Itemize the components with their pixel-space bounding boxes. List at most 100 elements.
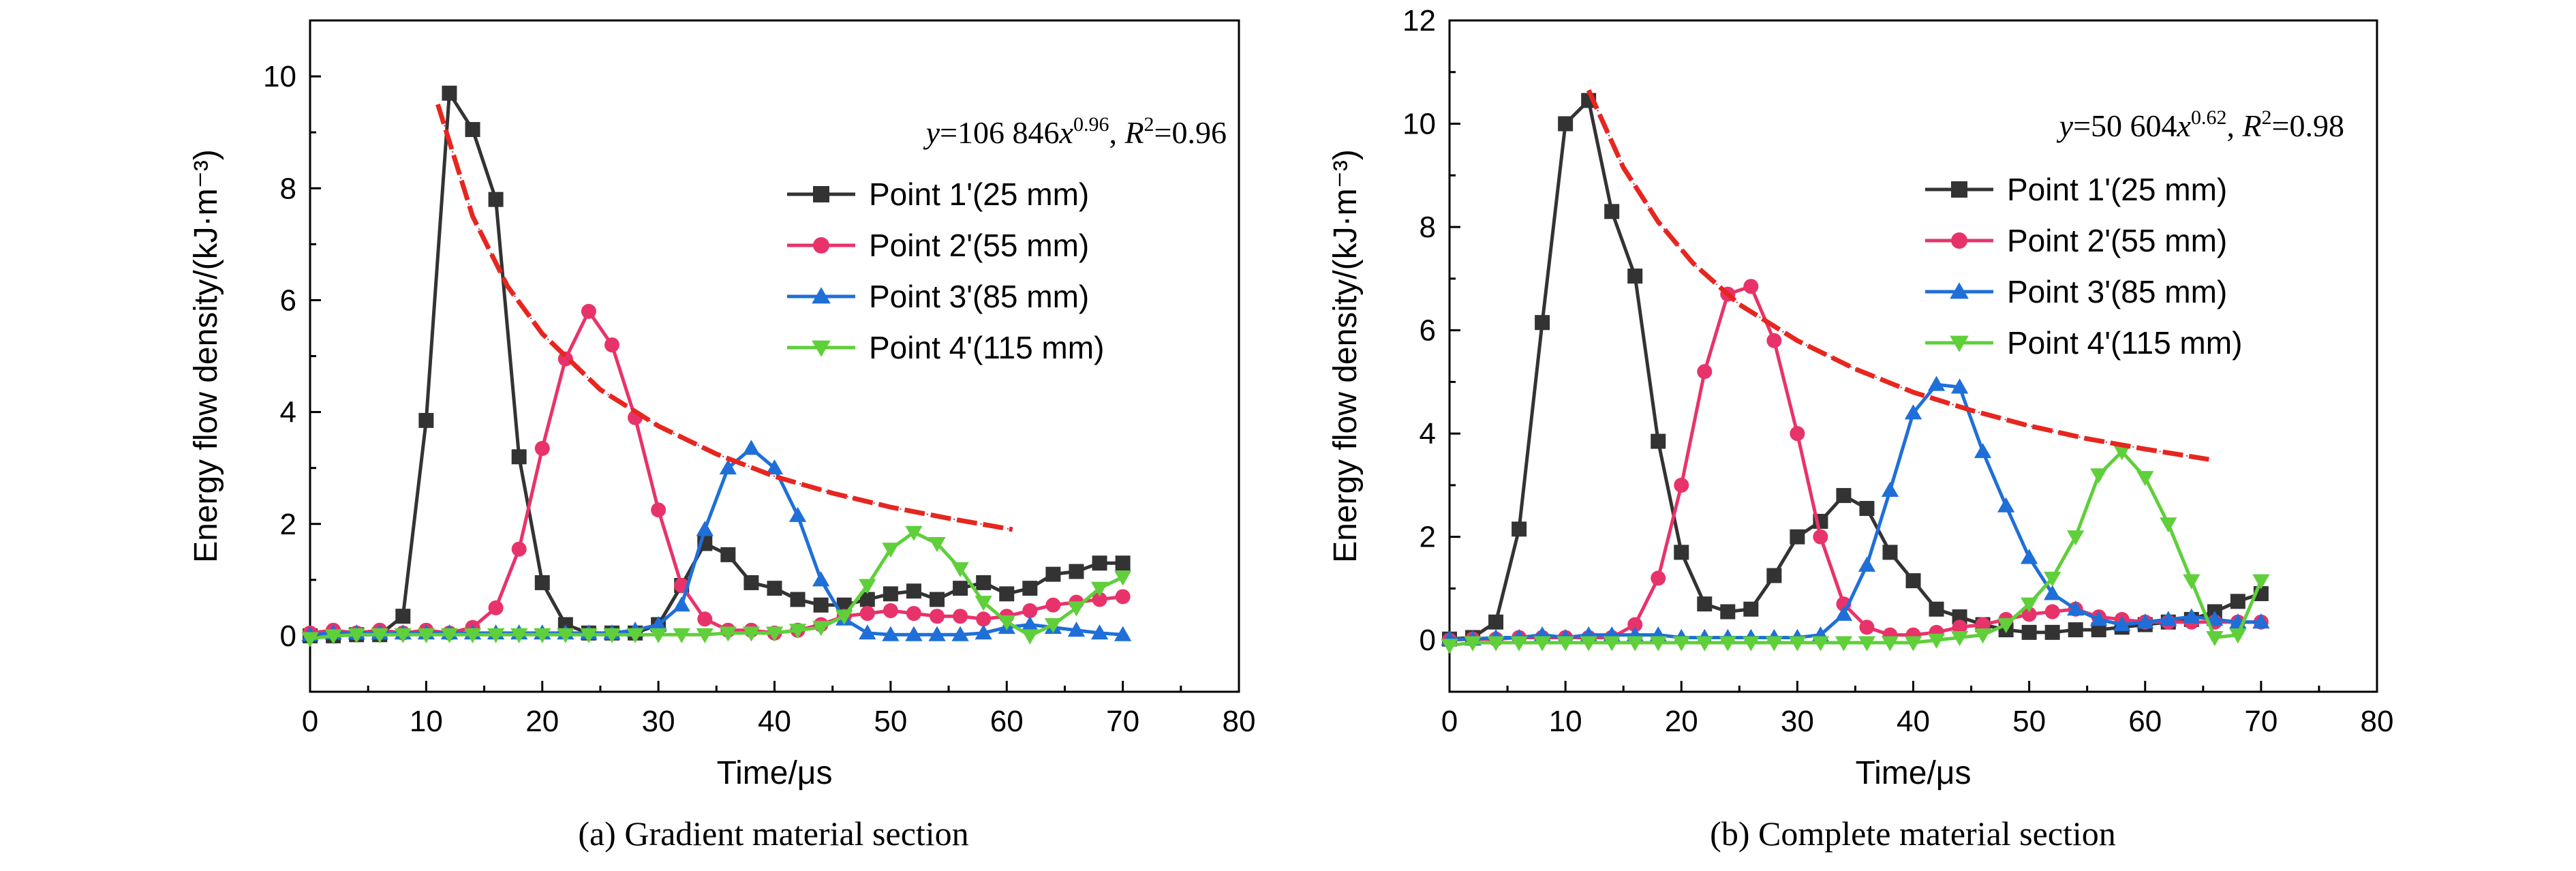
data-point-1 [1069,564,1084,579]
x-axis-title: Time/μs [1856,755,1972,791]
data-point-4 [742,626,761,642]
data-point-1 [1836,488,1852,504]
data-point-4 [765,626,784,642]
legend-marker [813,186,829,202]
data-point-4 [1603,636,1621,652]
data-point-3 [2252,613,2270,629]
data-point-1 [465,122,480,138]
data-point-2 [604,337,619,353]
data-point-1 [1697,596,1713,612]
data-point-1 [953,581,968,596]
data-point-4 [649,628,667,643]
data-point-4 [1788,636,1807,652]
data-point-4 [1719,636,1736,652]
data-point-2 [1092,592,1107,607]
y-tick-label: 4 [1420,417,1436,450]
data-point-4 [348,628,365,643]
y-tick-label: 0 [1420,624,1436,657]
data-point-4 [2090,468,2108,484]
data-point-1 [743,575,759,590]
data-point-3 [2090,611,2108,626]
y-tick-label: 8 [280,172,296,205]
data-point-4 [998,615,1015,631]
legend-label: Point 4'(115 mm) [2007,325,2242,361]
data-point-2 [883,602,898,618]
data-point-1 [2068,622,2083,638]
data-point-1 [790,592,806,607]
data-point-2 [976,611,992,627]
fit-equation-part: x [1059,115,1074,150]
data-point-3 [1114,626,1132,641]
data-point-2 [1766,333,1782,348]
data-point-1 [883,586,898,602]
data-point-4 [1021,629,1039,645]
fit-equation-part: x [2177,108,2192,143]
data-point-4 [1835,636,1853,652]
data-point-4 [626,628,644,643]
x-tick-label: 30 [642,705,675,738]
y-axis-title: Energy flow density/(kJ·m⁻³) [1328,149,1364,563]
data-point-4 [1441,639,1458,654]
data-point-4 [487,628,505,643]
data-point-4 [394,628,412,643]
data-point-3 [1067,622,1086,637]
data-point-4 [928,536,946,553]
x-tick-label: 70 [2244,705,2278,738]
data-point-4 [1487,636,1505,652]
fit-equation-part: 0.62 [2191,106,2227,129]
fit-curve [1586,89,2209,462]
y-tick-label: 6 [280,284,296,317]
data-point-4 [1510,636,1528,652]
y-tick-label: 12 [1402,4,1436,37]
data-point-1 [930,592,945,607]
data-point-2 [488,600,504,615]
data-point-4 [557,628,574,643]
fit-equation-part: =0.96 [1154,115,1227,150]
data-point-4 [301,632,319,647]
data-point-4 [2113,445,2131,461]
fit-equation-part: 2 [1144,113,1154,136]
x-tick-label: 60 [2128,705,2162,738]
legend-item: Point 4'(115 mm) [1925,325,2242,361]
data-point-2 [1627,617,1643,632]
data-point-2 [1790,426,1805,442]
y-tick-label: 2 [1420,521,1436,554]
data-point-3 [1997,497,2015,513]
data-point-1 [2044,624,2060,640]
legend-item: Point 1'(25 mm) [787,177,1089,212]
legend-marker [1950,335,1969,352]
data-point-3 [2160,611,2177,626]
y-tick-label: 6 [1420,314,1436,348]
data-point-4 [1626,636,1644,652]
data-point-3 [812,571,830,587]
data-point-3 [1835,605,1853,621]
figure-caption: (a) Gradient material section [578,814,968,853]
data-point-1 [1743,601,1759,617]
series-a-4 [301,525,1132,647]
fit-curve-dots [437,104,1013,530]
data-point-3 [719,459,737,475]
data-point-1 [1859,501,1875,517]
x-tick-label: 70 [1106,705,1139,738]
data-point-1 [511,449,527,465]
legend-label: Point 1'(25 mm) [869,177,1089,212]
data-point-4 [951,562,969,578]
data-point-2 [1743,279,1759,294]
data-point-3 [1021,615,1039,631]
data-point-2 [1022,602,1038,618]
legend-item: Point 1'(25 mm) [1925,172,2227,207]
legend-item: Point 2'(55 mm) [1925,223,2227,258]
data-point-4 [2136,471,2154,487]
data-point-3 [859,624,876,640]
data-point-4 [1742,636,1760,652]
fit-equation-part: R [2241,108,2261,143]
data-point-3 [649,615,667,631]
x-tick-label: 80 [2361,705,2394,738]
data-point-4 [1974,628,1992,644]
data-point-4 [1114,570,1132,586]
fit-equation-part: , [1109,115,1124,150]
legend-item: Point 4'(115 mm) [787,330,1104,365]
legend-label: Point 3'(85 mm) [869,279,1089,314]
fit-equation-part: R [1124,115,1144,150]
data-point-4 [2160,517,2177,533]
